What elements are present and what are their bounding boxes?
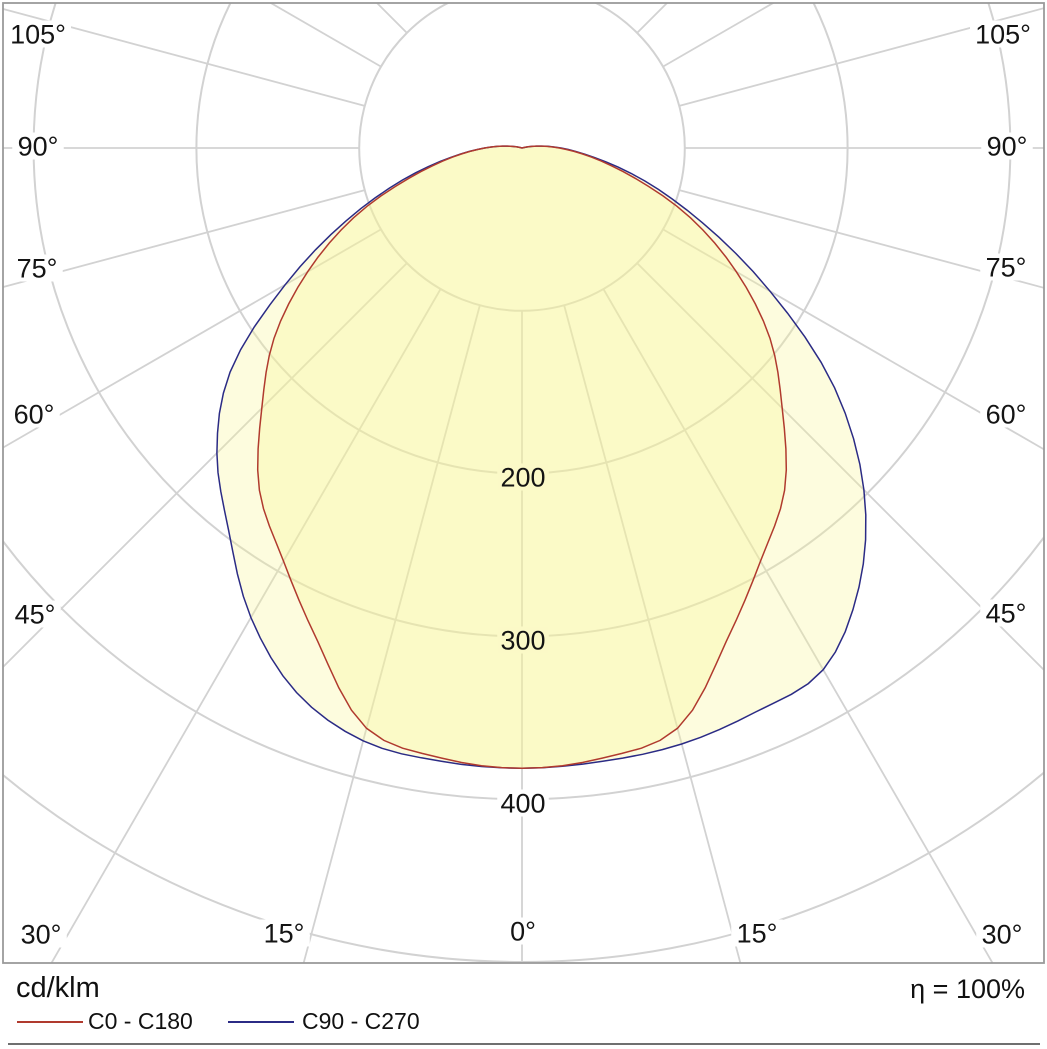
- angle-label-right-45-bg: [980, 599, 1032, 627]
- angle-label-nadir-bg: [504, 917, 542, 945]
- angle-label-left-90-bg: [12, 132, 64, 160]
- angle-label-left-45-bg: [9, 600, 61, 628]
- angle-label-left-15-bg: [258, 919, 310, 947]
- angle-spoke--105: [3, 8, 365, 107]
- angle-label-right-90-bg: [981, 132, 1033, 160]
- legend-swatch-c0-icon: [17, 1021, 83, 1023]
- angle-label-right-60: 60°: [986, 400, 1027, 430]
- angle-label-right-15-bg: [731, 919, 783, 947]
- curve-c0-c180: [256, 145, 788, 770]
- angle-label-nadir: 0°: [510, 917, 536, 947]
- angle-spoke-60: [662, 228, 1044, 451]
- ring-value-label-400-bg: [497, 789, 549, 817]
- angle-label-left-60: 60°: [14, 400, 55, 430]
- angle-spoke-30: [602, 288, 994, 963]
- angle-label-right-45: 45°: [986, 599, 1027, 629]
- angle-spoke-105: [679, 7, 1044, 107]
- angle-label-left-15: 15°: [264, 919, 305, 949]
- legend-swatch-c90-icon: [228, 1021, 294, 1023]
- angle-spoke--75: [3, 189, 365, 288]
- angle-label-left-75-bg: [11, 254, 63, 282]
- curve-fill-c90-c270: [216, 146, 866, 769]
- angle-label-left-30: 30°: [21, 920, 62, 950]
- angle-label-right-105: 105°: [975, 20, 1031, 50]
- angle-label-right-90: 90°: [987, 132, 1028, 162]
- ring-value-label-200: 200: [500, 463, 545, 493]
- angle-label-right-60-bg: [980, 400, 1032, 428]
- curve-fill-c0-c180: [257, 146, 787, 769]
- angle-label-left-90: 90°: [18, 132, 59, 162]
- angle-spoke-15: [563, 305, 742, 963]
- ring-value-label-300-bg: [497, 626, 549, 654]
- chart-frame: [2, 2, 1045, 964]
- angle-label-right-75: 75°: [986, 253, 1027, 283]
- angle-label-right-15: 15°: [737, 919, 778, 949]
- ring-value-label-400: 400: [500, 789, 545, 819]
- legend-item-c90-c270: C90 - C270: [302, 1008, 420, 1034]
- angle-label-left-105: 105°: [10, 20, 66, 50]
- angle-label-left-75: 75°: [17, 254, 58, 284]
- angle-label-right-75-bg: [980, 253, 1032, 281]
- footer-divider: [8, 1043, 1040, 1045]
- angle-label-right-105-bg: [970, 20, 1036, 48]
- ring-value-label-200-bg: [497, 463, 549, 491]
- angle-label-left-60-bg: [8, 400, 60, 428]
- angle-label-right-30-bg: [976, 920, 1028, 948]
- angle-label-left-45: 45°: [15, 600, 56, 630]
- angle-label-left-105-bg: [5, 20, 71, 48]
- angle-spoke--60: [3, 228, 382, 449]
- units-label: cd/klm: [16, 972, 100, 1004]
- ring-value-label-300: 300: [500, 626, 545, 656]
- angle-spoke-75: [679, 189, 1044, 289]
- legend-item-c0-c180: C0 - C180: [88, 1008, 193, 1034]
- efficiency-label: η = 100%: [910, 974, 1025, 1004]
- angle-label-left-30-bg: [15, 920, 67, 948]
- angle-spoke--15: [302, 305, 481, 963]
- angle-label-right-30: 30°: [982, 920, 1023, 950]
- angle-spoke--30: [50, 288, 442, 963]
